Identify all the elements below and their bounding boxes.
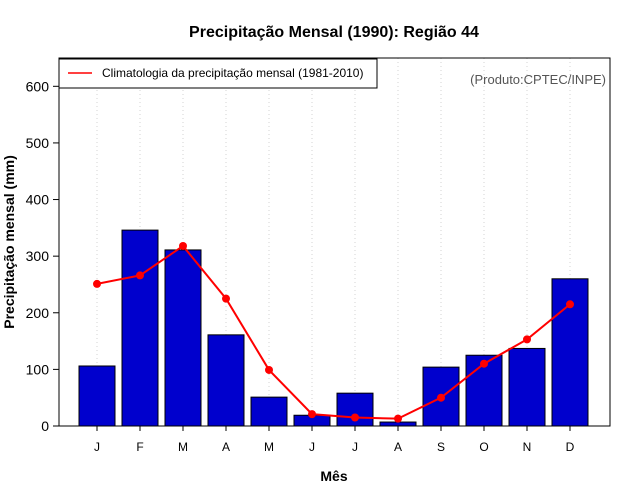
climatology-point-12 bbox=[566, 300, 574, 308]
climatology-point-5 bbox=[265, 366, 273, 374]
climatology-point-8 bbox=[394, 415, 402, 423]
x-tick-label: D bbox=[566, 440, 575, 454]
x-tick-label: S bbox=[437, 440, 445, 454]
y-tick-label: 0 bbox=[41, 418, 49, 434]
x-axis-label: Mês bbox=[320, 468, 347, 484]
chart-title: Precipitação Mensal (1990): Região 44 bbox=[189, 24, 479, 41]
credit-text: (Produto:CPTEC/INPE) bbox=[470, 72, 606, 87]
climatology-point-9 bbox=[437, 394, 445, 402]
y-axis: 0 100 200 300 400 500 600 bbox=[26, 78, 59, 434]
bar-2 bbox=[122, 230, 158, 426]
bars bbox=[79, 230, 588, 426]
x-tick-label: O bbox=[479, 440, 488, 454]
x-tick-label: M bbox=[264, 440, 274, 454]
x-tick-label: J bbox=[309, 440, 315, 454]
legend-entry-climatology: Climatologia da precipitação mensal (198… bbox=[102, 66, 363, 80]
legend: Climatologia da precipitação mensal (198… bbox=[59, 59, 377, 88]
precipitation-chart: Precipitação Mensal (1990): Região 44 0 1… bbox=[0, 0, 640, 500]
y-axis-label: Precipitação mensal (mm) bbox=[1, 155, 17, 329]
y-tick-label: 500 bbox=[26, 135, 50, 151]
y-tick-label: 400 bbox=[26, 192, 50, 208]
climatology-point-11 bbox=[523, 335, 531, 343]
y-tick-label: 300 bbox=[26, 248, 50, 264]
climatology-point-3 bbox=[179, 242, 187, 250]
y-tick-label: 600 bbox=[26, 78, 50, 94]
x-tick-label: M bbox=[178, 440, 188, 454]
climatology-point-10 bbox=[480, 360, 488, 368]
bar-1 bbox=[79, 366, 115, 426]
y-tick-label: 100 bbox=[26, 361, 50, 377]
bar-4 bbox=[208, 335, 244, 426]
x-tick-label: F bbox=[136, 440, 143, 454]
x-tick-label: A bbox=[394, 440, 402, 454]
climatology-point-6 bbox=[308, 410, 316, 418]
climatology-point-1 bbox=[93, 280, 101, 288]
x-tick-label: N bbox=[523, 440, 532, 454]
bar-11 bbox=[509, 348, 545, 426]
y-tick-label: 200 bbox=[26, 305, 50, 321]
climatology-point-2 bbox=[136, 271, 144, 279]
climatology-point-4 bbox=[222, 295, 230, 303]
climatology-point-7 bbox=[351, 414, 359, 422]
x-tick-label: A bbox=[222, 440, 230, 454]
bar-3 bbox=[165, 250, 201, 426]
x-tick-label: J bbox=[94, 440, 100, 454]
bar-5 bbox=[251, 397, 287, 426]
x-tick-label: J bbox=[352, 440, 358, 454]
